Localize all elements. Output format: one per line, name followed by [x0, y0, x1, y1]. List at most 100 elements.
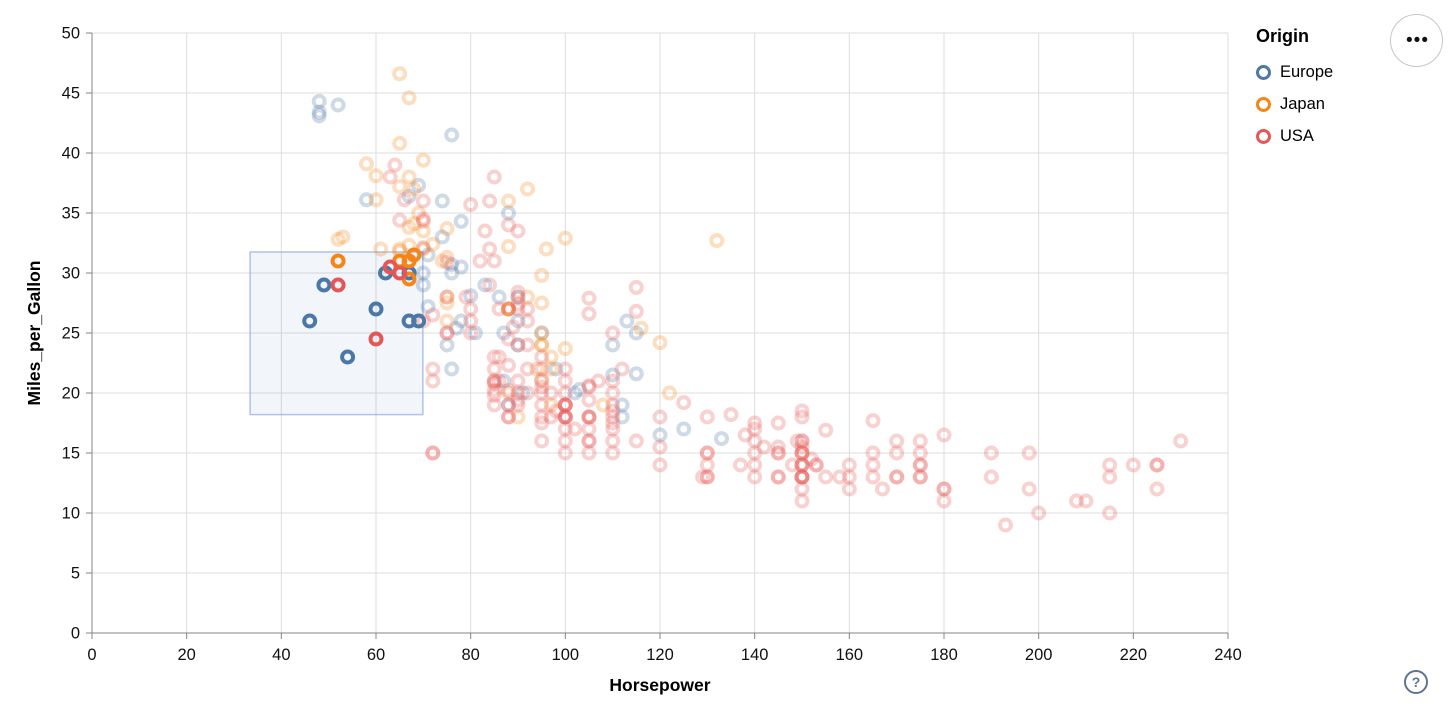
data-point-usa[interactable]: [889, 433, 905, 449]
data-point-usa[interactable]: [510, 397, 526, 413]
data-point-usa[interactable]: [723, 407, 739, 423]
data-point-japan[interactable]: [709, 233, 725, 249]
data-point-europe[interactable]: [453, 213, 469, 229]
data-point-europe[interactable]: [652, 427, 668, 443]
data-point-usa[interactable]: [889, 469, 905, 485]
data-point-usa[interactable]: [557, 433, 573, 449]
data-point-europe[interactable]: [534, 325, 550, 341]
data-point-usa[interactable]: [520, 385, 535, 401]
data-point-japan[interactable]: [510, 409, 526, 425]
data-point-usa[interactable]: [581, 409, 597, 425]
data-point-europe[interactable]: [510, 313, 526, 329]
data-point-europe[interactable]: [628, 325, 644, 341]
data-point-europe[interactable]: [676, 421, 692, 437]
data-point-usa[interactable]: [543, 385, 559, 401]
data-point-japan[interactable]: [401, 219, 417, 235]
data-point-europe[interactable]: [510, 337, 526, 353]
data-point-usa[interactable]: [794, 469, 810, 485]
data-point-europe[interactable]: [614, 397, 630, 413]
data-point-usa[interactable]: [1125, 457, 1141, 473]
data-point-europe[interactable]: [359, 192, 374, 208]
data-point-usa[interactable]: [936, 493, 952, 509]
data-point-usa[interactable]: [534, 385, 550, 401]
data-point-japan[interactable]: [330, 231, 346, 247]
data-point-usa[interactable]: [382, 169, 398, 185]
data-point-japan[interactable]: [401, 169, 417, 185]
data-point-usa[interactable]: [486, 383, 502, 399]
data-point-japan[interactable]: [529, 361, 545, 377]
data-point-japan[interactable]: [501, 301, 516, 317]
data-point-usa[interactable]: [804, 451, 819, 467]
data-point-japan[interactable]: [543, 361, 559, 377]
data-point-japan[interactable]: [406, 181, 422, 197]
data-point-japan[interactable]: [534, 337, 550, 353]
data-point-usa[interactable]: [794, 457, 810, 473]
data-point-japan[interactable]: [538, 241, 554, 257]
data-point-usa[interactable]: [808, 457, 824, 473]
data-point-usa[interactable]: [567, 421, 583, 437]
data-point-usa[interactable]: [875, 481, 890, 497]
data-point-usa[interactable]: [534, 409, 550, 425]
data-point-usa[interactable]: [534, 415, 550, 431]
data-point-usa[interactable]: [794, 469, 810, 485]
data-point-japan[interactable]: [652, 335, 668, 351]
data-point-usa[interactable]: [439, 289, 455, 305]
data-point-usa[interactable]: [865, 469, 881, 485]
data-point-usa[interactable]: [841, 481, 857, 497]
data-point-usa[interactable]: [501, 301, 516, 317]
data-point-japan[interactable]: [392, 135, 408, 151]
data-point-usa[interactable]: [439, 325, 455, 341]
data-point-usa[interactable]: [392, 212, 408, 228]
data-point-usa[interactable]: [770, 415, 786, 431]
data-point-japan[interactable]: [406, 247, 422, 263]
data-point-europe[interactable]: [434, 193, 450, 209]
data-point-usa[interactable]: [747, 433, 763, 449]
legend-item-europe[interactable]: Europe: [1256, 61, 1333, 83]
data-point-usa[interactable]: [477, 223, 493, 239]
data-point-usa[interactable]: [1102, 469, 1118, 485]
data-point-japan[interactable]: [439, 221, 455, 237]
data-point-japan[interactable]: [392, 179, 408, 195]
data-point-japan[interactable]: [633, 320, 649, 336]
data-point-usa[interactable]: [865, 457, 881, 473]
data-point-usa[interactable]: [463, 197, 479, 213]
data-point-japan[interactable]: [557, 341, 573, 357]
data-point-europe[interactable]: [567, 385, 583, 401]
data-point-usa[interactable]: [1173, 433, 1189, 449]
data-point-europe[interactable]: [496, 325, 512, 341]
data-point-usa[interactable]: [1102, 505, 1118, 521]
data-point-usa[interactable]: [747, 469, 763, 485]
data-point-europe[interactable]: [444, 127, 460, 143]
data-point-usa[interactable]: [747, 445, 763, 461]
data-point-japan[interactable]: [534, 337, 550, 353]
data-point-usa[interactable]: [936, 427, 952, 443]
data-point-europe[interactable]: [311, 104, 327, 120]
data-point-usa[interactable]: [486, 361, 502, 377]
data-point-usa[interactable]: [392, 265, 408, 281]
data-point-europe[interactable]: [605, 337, 621, 353]
data-point-usa[interactable]: [415, 211, 431, 227]
data-point-usa[interactable]: [581, 290, 597, 306]
data-point-usa[interactable]: [794, 445, 810, 461]
data-point-japan[interactable]: [520, 181, 535, 197]
data-point-usa[interactable]: [912, 433, 928, 449]
data-point-usa[interactable]: [534, 379, 550, 395]
data-point-usa[interactable]: [1149, 457, 1165, 473]
data-point-usa[interactable]: [1078, 493, 1094, 509]
data-point-usa[interactable]: [770, 439, 786, 455]
data-point-usa[interactable]: [510, 385, 526, 401]
data-point-japan[interactable]: [415, 223, 431, 239]
data-point-usa[interactable]: [510, 301, 526, 317]
legend-item-japan[interactable]: Japan: [1256, 93, 1333, 115]
data-point-usa[interactable]: [605, 421, 621, 437]
data-point-europe[interactable]: [420, 299, 436, 315]
data-point-usa[interactable]: [747, 415, 763, 431]
data-point-usa[interactable]: [936, 481, 952, 497]
data-point-europe[interactable]: [434, 229, 450, 245]
data-point-europe[interactable]: [477, 277, 493, 293]
data-point-usa[interactable]: [652, 409, 668, 425]
data-point-europe[interactable]: [619, 313, 635, 329]
data-point-usa[interactable]: [557, 361, 573, 377]
data-point-usa[interactable]: [501, 357, 516, 373]
data-point-usa[interactable]: [889, 469, 905, 485]
